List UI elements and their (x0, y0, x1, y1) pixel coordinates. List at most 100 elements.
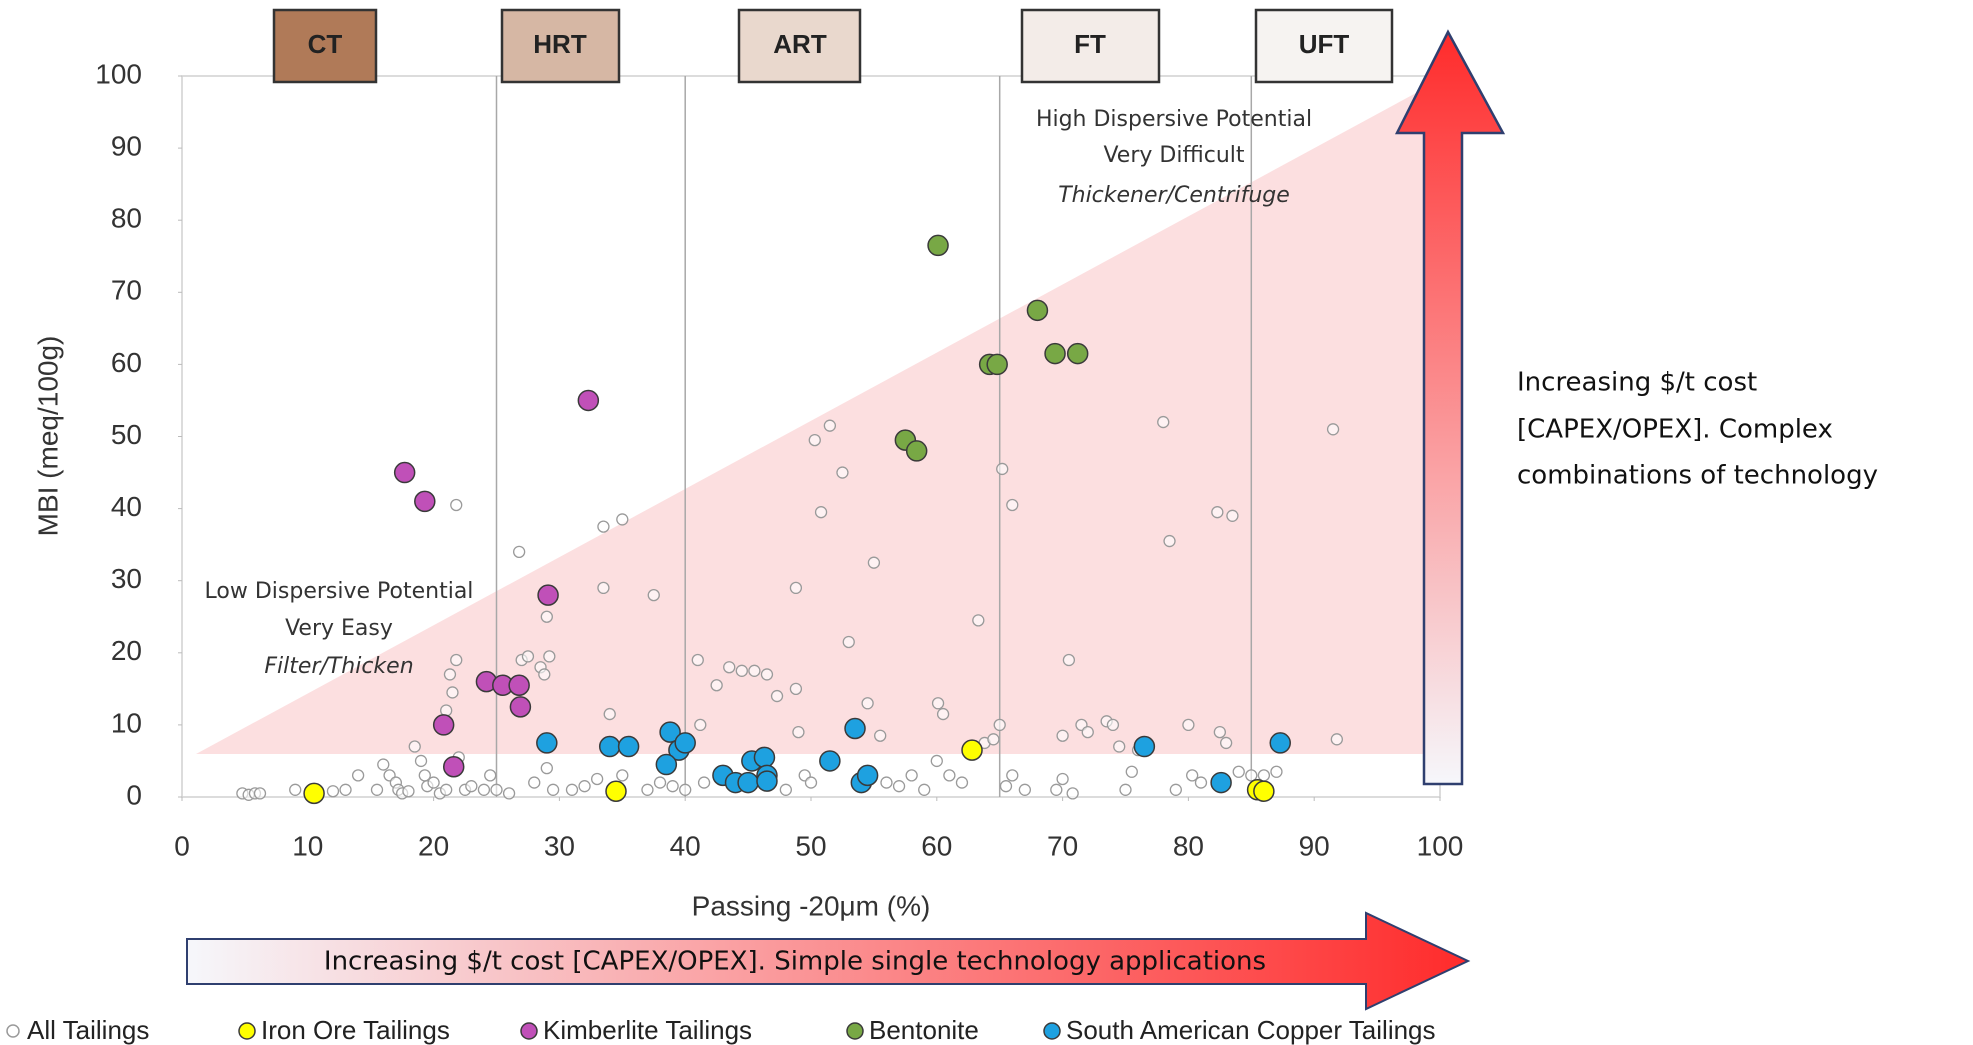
point (377, 758, 390, 771)
point (735, 664, 748, 677)
point (443, 668, 457, 681)
point (1211, 506, 1224, 519)
point (986, 353, 1008, 376)
point (1133, 735, 1156, 758)
x-tick-label: 70 (1047, 830, 1078, 861)
point (521, 650, 535, 663)
point (814, 506, 828, 519)
point (326, 785, 340, 798)
zone-label: UFT (1299, 29, 1350, 59)
point (1182, 718, 1195, 732)
point (1056, 772, 1069, 786)
point (808, 433, 821, 447)
point (647, 588, 660, 602)
x-tick-label: 40 (670, 830, 701, 861)
point (253, 787, 267, 800)
legend-marker (1043, 1022, 1061, 1040)
point (597, 581, 610, 595)
point (737, 771, 759, 794)
zone-box (1020, 8, 1161, 84)
point (993, 718, 1006, 732)
point (605, 780, 627, 802)
x-tick-label: 90 (1299, 830, 1330, 861)
point (1257, 769, 1271, 782)
point (1326, 423, 1340, 436)
point (842, 635, 855, 649)
point (760, 668, 774, 681)
point (577, 389, 600, 412)
point (697, 776, 711, 789)
annotation: Filter/Thicken (264, 654, 413, 679)
point (1006, 769, 1019, 782)
point (987, 733, 1000, 746)
point (674, 732, 696, 754)
x-tick-label: 30 (544, 830, 575, 861)
legend-marker (6, 1024, 20, 1038)
point (1194, 776, 1208, 789)
point (641, 783, 654, 796)
point (393, 461, 416, 484)
point (955, 776, 969, 789)
point (617, 735, 640, 758)
point (414, 490, 436, 513)
point (546, 783, 560, 796)
point (1119, 783, 1132, 796)
plot-background (181, 75, 1441, 798)
point (565, 783, 579, 796)
point (804, 776, 818, 789)
point (691, 653, 704, 667)
point (1006, 498, 1019, 512)
point (1044, 342, 1066, 365)
point (440, 783, 453, 796)
point (770, 689, 784, 703)
legend-label: All Tailings (27, 1015, 149, 1045)
point (999, 780, 1013, 793)
point (1125, 765, 1138, 778)
point (1066, 342, 1089, 365)
point (1062, 653, 1076, 667)
legend: All Tailings Iron Ore Tailings Kimberlite … (6, 1015, 1436, 1045)
point (844, 717, 866, 740)
point (1106, 718, 1120, 732)
point (1210, 771, 1232, 794)
y-axis-label: MBI (meq/100g) (32, 336, 63, 537)
point (408, 740, 421, 753)
point (655, 753, 678, 776)
arrow-note: Increasing $/t cost [CAPEX/OPEX]. Simple… (324, 947, 1266, 977)
zone-box (272, 8, 378, 84)
point (918, 783, 931, 796)
point (351, 769, 365, 782)
point (823, 419, 837, 432)
legend-marker (520, 1022, 538, 1040)
point (540, 610, 553, 623)
legend-label: Bentonite (869, 1015, 979, 1045)
point (597, 520, 610, 533)
points (236, 234, 1343, 805)
cost-arrow-horizontal (186, 911, 1471, 1011)
difficulty-wedge (196, 80, 1440, 754)
point (450, 498, 463, 512)
y-tick-label: 60 (111, 347, 142, 378)
point (590, 772, 604, 786)
x-tick-label: 0 (174, 830, 190, 861)
point (679, 783, 692, 796)
y-tick-label: 10 (111, 707, 142, 738)
y-tick-label: 70 (111, 275, 142, 306)
x-tick-label: 60 (921, 830, 952, 861)
point (1226, 509, 1239, 522)
point (598, 735, 621, 758)
point (465, 780, 478, 793)
point (616, 513, 629, 526)
point (537, 584, 559, 606)
point (1018, 783, 1032, 796)
point (1270, 765, 1283, 778)
point (856, 764, 879, 787)
x-tick-label: 50 (795, 830, 826, 861)
point (653, 776, 667, 789)
point (616, 769, 629, 782)
point (779, 783, 792, 796)
x-tick-label: 20 (418, 830, 449, 861)
legend-marker (238, 1022, 256, 1040)
y-tick-label: 100 (95, 58, 142, 89)
